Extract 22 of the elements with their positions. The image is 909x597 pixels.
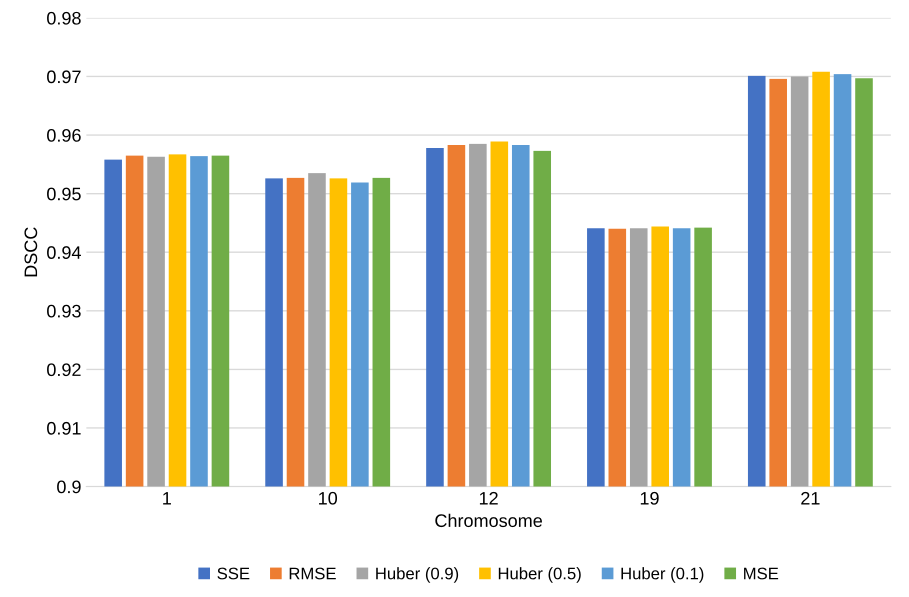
legend-label: MSE bbox=[744, 568, 778, 580]
x-tick-label: 21 bbox=[801, 492, 820, 504]
legend-label: RMSE bbox=[290, 568, 336, 580]
legend-label: Huber (0.1) bbox=[621, 567, 704, 583]
legend-label: Huber (0.9) bbox=[376, 567, 458, 583]
x-tick-label: 12 bbox=[480, 492, 498, 504]
legend-label: SSE bbox=[217, 568, 250, 580]
y-tick-label: 0.92 bbox=[47, 363, 81, 376]
y-tick-label: 0.96 bbox=[47, 129, 81, 142]
y-tick-label: 0.95 bbox=[47, 188, 81, 200]
legend-label: Huber (0.5) bbox=[498, 567, 581, 583]
x-tick-label: 10 bbox=[319, 492, 338, 505]
y-tick-label: 0.98 bbox=[47, 12, 81, 25]
y-tick-label: 0.93 bbox=[47, 304, 81, 318]
y-tick-label: 0.91 bbox=[47, 422, 81, 435]
x-axis-title: Chromosome bbox=[435, 514, 542, 528]
y-tick-label: 0.94 bbox=[47, 246, 81, 259]
y-tick-label: 0.97 bbox=[47, 70, 81, 84]
x-tick-label: 1 bbox=[163, 492, 171, 504]
y-axis-title: DSCC bbox=[24, 227, 38, 276]
y-tick-label: 0.9 bbox=[57, 480, 81, 494]
x-tick-label: 19 bbox=[640, 492, 659, 505]
